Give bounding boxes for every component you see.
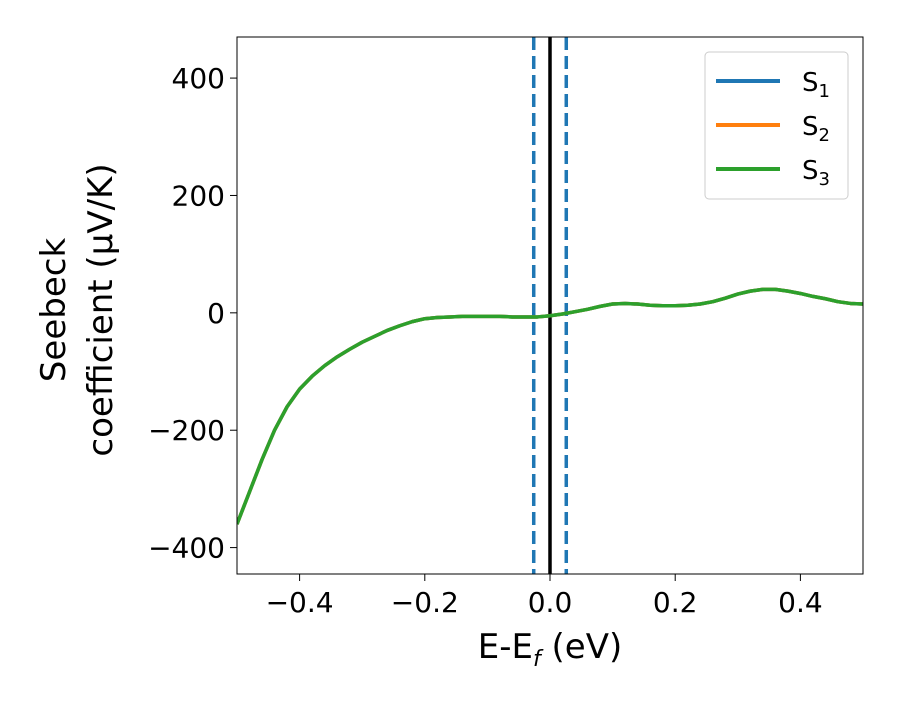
- x-tick-label: 0.2: [653, 586, 698, 619]
- series-group: [237, 287, 863, 525]
- y-tick-label: 200: [172, 179, 225, 212]
- x-axis-label: E-Ef (eV): [478, 627, 623, 672]
- x-axis-label-tail: (eV): [541, 627, 623, 667]
- y-axis-ticks: −400 −200 0 200 400: [148, 62, 237, 565]
- legend-label: S1: [802, 68, 830, 102]
- x-axis-ticks: −0.4 −0.2 0.0 0.2 0.4: [266, 574, 823, 619]
- y-tick-label: −400: [148, 532, 225, 565]
- series-line-3: [237, 287, 863, 525]
- x-tick-label: 0.0: [528, 586, 573, 619]
- y-axis-label-line2: coefficient (μV/K): [81, 163, 121, 456]
- x-axis-label-subscript: f: [533, 647, 544, 672]
- x-axis-label-main: E-E: [478, 627, 533, 667]
- y-axis-label-line1: Seebeck: [34, 238, 74, 383]
- reference-lines: [531, 37, 569, 574]
- legend-label: S3: [802, 156, 830, 190]
- legend: S1 S2 S3: [704, 51, 849, 200]
- y-tick-label: −200: [148, 414, 225, 447]
- y-tick-label: 0: [207, 297, 225, 330]
- x-tick-label: −0.2: [391, 586, 459, 619]
- x-tick-label: 0.4: [778, 586, 823, 619]
- x-tick-label: −0.4: [266, 586, 334, 619]
- y-tick-label: 400: [172, 62, 225, 95]
- legend-label: S2: [802, 112, 830, 146]
